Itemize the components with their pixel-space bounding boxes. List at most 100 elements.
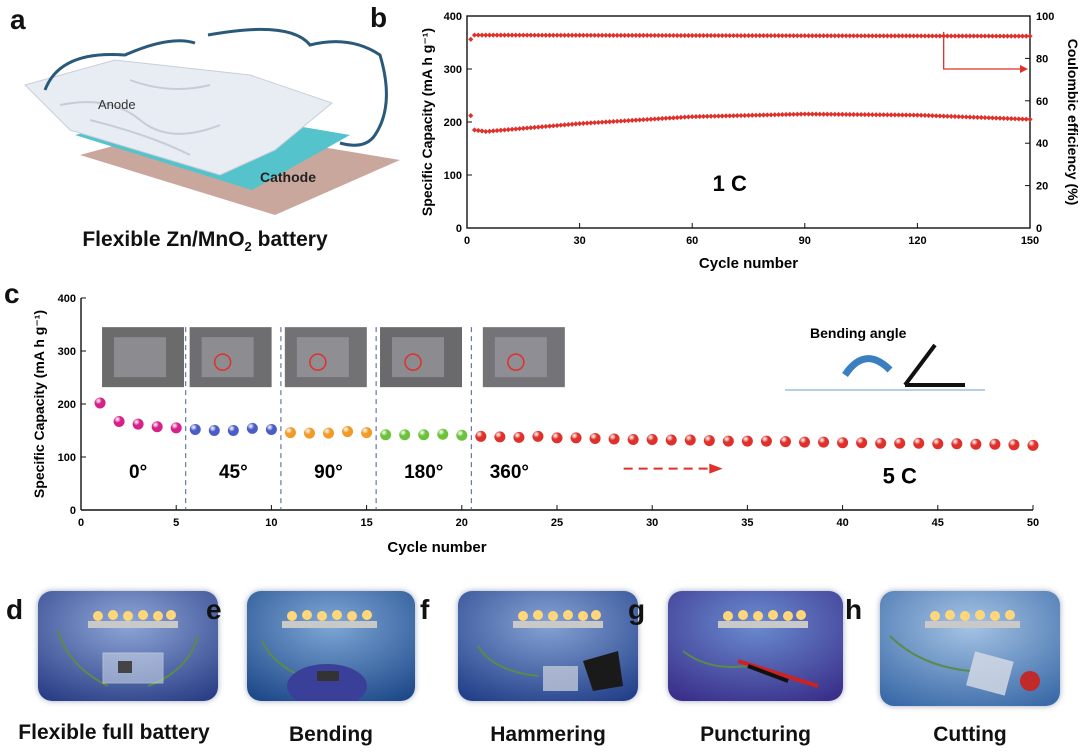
caption-cutting: Cutting <box>933 723 1007 746</box>
efficiency-point <box>637 32 643 38</box>
capacity-sphere-orange <box>284 427 296 439</box>
capacity-point <box>618 118 624 124</box>
capacity-point <box>802 111 808 117</box>
efficiency-point <box>543 32 549 38</box>
caption-puncturing: Puncturing <box>700 723 811 746</box>
capacity-point <box>937 113 943 119</box>
chart-c-ytick-label: 300 <box>58 346 76 358</box>
efficiency-point <box>862 33 868 39</box>
chart-b-ytick-right-label: 100 <box>1036 11 1054 23</box>
efficiency-point <box>648 32 654 39</box>
chart-b-ylabel-left: Specific Capacity (mA h g⁻¹) <box>419 28 435 216</box>
capacity-point <box>809 111 815 117</box>
chart-b-ylabel-right: Coulombic efficiency (%) <box>1065 39 1080 205</box>
efficiency-point <box>670 32 677 39</box>
efficiency-point <box>685 32 692 39</box>
capacity-point <box>757 112 763 118</box>
efficiency-point <box>944 33 951 39</box>
efficiency-point <box>817 33 823 39</box>
efficiency-point <box>873 33 879 39</box>
efficiency-point <box>783 33 789 39</box>
efficiency-point <box>993 33 999 39</box>
capacity-sphere-orange <box>361 427 373 439</box>
efficiency-point <box>997 33 1003 39</box>
capacity-sphere-red_c <box>570 432 582 444</box>
chart-c-xtick-label: 50 <box>1027 517 1039 529</box>
chart-b-frame <box>466 15 1031 229</box>
efficiency-point <box>850 33 857 39</box>
efficiency-point <box>663 32 669 39</box>
capacity-sphere-red_c <box>894 437 906 449</box>
led-circuit-photo <box>38 591 218 701</box>
capacity-sphere-green <box>418 429 430 441</box>
anode-layer <box>24 59 334 176</box>
chart-b-xlabel: Cycle number <box>699 255 798 272</box>
efficiency-point <box>982 33 988 39</box>
chart-c-angle-label: 0° <box>129 462 147 483</box>
chart-b-ytick-right-label: 80 <box>1036 53 1048 65</box>
efficiency-point <box>712 32 718 39</box>
efficiency-point <box>918 33 924 39</box>
efficiency-point <box>967 33 973 39</box>
bending-inset-photo <box>189 327 272 388</box>
efficiency-point <box>892 33 898 39</box>
efficiency-point <box>922 33 928 39</box>
chart-c-xtick-label: 35 <box>741 517 753 529</box>
wire-left <box>43 39 196 91</box>
efficiency-point <box>952 33 958 39</box>
capacity-sphere-red_c <box>589 432 601 444</box>
capacity-point <box>475 127 481 134</box>
bending-inset-photo <box>284 327 367 388</box>
chart-b-ytick-right-label: 20 <box>1036 181 1048 193</box>
capacity-point <box>907 112 913 118</box>
capacity-point <box>974 114 981 120</box>
capacity-sphere-green <box>380 429 392 441</box>
capacity-point <box>734 113 740 119</box>
efficiency-point <box>805 33 812 39</box>
capacity-sphere-orange <box>323 427 335 439</box>
caption-hammering: Hammering <box>490 723 606 746</box>
capacity-sphere-red_c <box>875 437 887 449</box>
capacity-sphere-red_c <box>913 437 925 449</box>
efficiency-point <box>689 32 695 39</box>
efficiency-point <box>832 33 838 39</box>
chart-c-xlabel: Cycle number <box>387 539 486 556</box>
capacity-point <box>881 112 887 118</box>
capacity-point <box>659 115 665 122</box>
efficiency-point <box>899 33 905 39</box>
panel-a-caption: Flexible Zn/MnO2 battery <box>82 228 328 255</box>
capacity-point <box>866 112 872 118</box>
capacity-point <box>573 121 579 127</box>
capacity-point <box>790 111 797 117</box>
capacity-point <box>697 113 703 120</box>
chart-c-ytick-label: 200 <box>58 399 76 411</box>
inset-photo-device <box>392 337 445 378</box>
capacity-point <box>805 111 812 117</box>
chart-b-ytick-left-label: 300 <box>444 64 462 76</box>
capacity-point <box>779 111 785 118</box>
efficiency-point <box>989 33 996 39</box>
capacity-sphere-blue <box>227 425 239 436</box>
capacity-point <box>678 114 684 120</box>
capacity-point <box>1004 115 1011 122</box>
panel-d-letter: d <box>6 594 24 625</box>
efficiency-point <box>513 32 519 38</box>
chart-c-bending: 0 5 10 15 20 25 30 35 40 45 50 0 100 200 300 400 Cycle n… <box>31 293 1039 556</box>
hammering-photo <box>458 591 638 701</box>
caption-flexible-full-battery: Flexible full battery <box>18 721 210 744</box>
efficiency-point <box>745 33 752 39</box>
capacity-point <box>873 112 879 118</box>
efficiency-point <box>884 33 890 39</box>
capacity-point <box>787 111 793 118</box>
capacity-point <box>1016 116 1022 122</box>
capacity-point <box>685 114 692 120</box>
efficiency-point <box>1012 33 1018 39</box>
capacity-point <box>764 112 770 118</box>
capacity-sphere-red_c <box>494 431 506 443</box>
efficiency-point <box>802 33 808 39</box>
efficiency-point <box>929 33 936 39</box>
chart-c-ytick-label: 100 <box>58 452 76 464</box>
efficiency-point <box>948 33 954 39</box>
capacity-point <box>828 111 834 117</box>
capacity-point <box>693 114 699 120</box>
